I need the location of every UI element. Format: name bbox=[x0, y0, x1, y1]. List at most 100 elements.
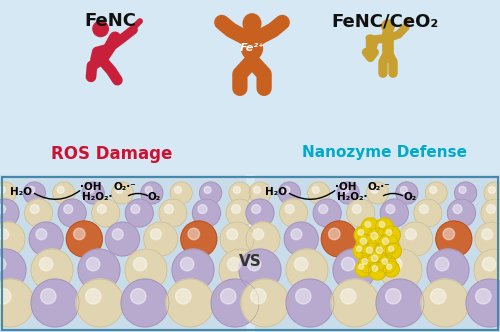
Circle shape bbox=[31, 279, 79, 327]
Circle shape bbox=[308, 182, 330, 204]
Circle shape bbox=[476, 289, 491, 304]
Circle shape bbox=[40, 257, 53, 271]
Circle shape bbox=[112, 229, 123, 240]
Polygon shape bbox=[366, 38, 374, 52]
Circle shape bbox=[360, 238, 366, 244]
Ellipse shape bbox=[243, 14, 261, 33]
Circle shape bbox=[286, 249, 328, 291]
Circle shape bbox=[86, 289, 101, 304]
Circle shape bbox=[294, 257, 308, 271]
Circle shape bbox=[159, 199, 187, 227]
Circle shape bbox=[379, 221, 384, 227]
Circle shape bbox=[371, 186, 378, 194]
Circle shape bbox=[172, 249, 214, 291]
Circle shape bbox=[125, 249, 167, 291]
Circle shape bbox=[362, 218, 380, 236]
Circle shape bbox=[150, 229, 162, 240]
Circle shape bbox=[356, 234, 376, 254]
Circle shape bbox=[229, 182, 251, 204]
Circle shape bbox=[126, 199, 154, 227]
Circle shape bbox=[174, 186, 182, 194]
Circle shape bbox=[166, 279, 214, 327]
Text: FeNC/CeO₂: FeNC/CeO₂ bbox=[332, 12, 438, 30]
Circle shape bbox=[382, 20, 394, 33]
Circle shape bbox=[358, 255, 376, 273]
Circle shape bbox=[376, 279, 424, 327]
Circle shape bbox=[24, 199, 52, 227]
Circle shape bbox=[388, 246, 394, 251]
Circle shape bbox=[0, 222, 25, 256]
Circle shape bbox=[414, 199, 442, 227]
Circle shape bbox=[466, 279, 500, 327]
Circle shape bbox=[354, 243, 370, 259]
Circle shape bbox=[252, 205, 260, 213]
Circle shape bbox=[36, 229, 47, 240]
Circle shape bbox=[372, 266, 378, 271]
Circle shape bbox=[228, 257, 241, 271]
Circle shape bbox=[24, 182, 46, 204]
Circle shape bbox=[454, 182, 476, 204]
Circle shape bbox=[362, 243, 382, 263]
Circle shape bbox=[370, 232, 378, 239]
Circle shape bbox=[280, 199, 307, 227]
Bar bbox=[0, 0, 500, 175]
Circle shape bbox=[181, 221, 217, 257]
Circle shape bbox=[356, 261, 372, 277]
Circle shape bbox=[436, 257, 449, 271]
Circle shape bbox=[459, 186, 466, 194]
Circle shape bbox=[170, 182, 192, 204]
Circle shape bbox=[380, 199, 408, 227]
Text: H₂O₂·: H₂O₂· bbox=[82, 192, 112, 202]
Circle shape bbox=[74, 228, 85, 240]
Text: Fe²⁺: Fe²⁺ bbox=[240, 43, 264, 53]
Circle shape bbox=[180, 257, 194, 271]
Circle shape bbox=[406, 229, 416, 240]
Circle shape bbox=[283, 186, 290, 194]
Circle shape bbox=[204, 186, 211, 194]
Text: H₂O₂·: H₂O₂· bbox=[337, 192, 368, 202]
Circle shape bbox=[382, 259, 388, 264]
FancyArrowPatch shape bbox=[384, 194, 402, 196]
Circle shape bbox=[328, 228, 340, 240]
Ellipse shape bbox=[366, 35, 374, 41]
Circle shape bbox=[0, 249, 26, 291]
Circle shape bbox=[362, 259, 368, 264]
Circle shape bbox=[331, 279, 379, 327]
Circle shape bbox=[246, 199, 274, 227]
Circle shape bbox=[291, 229, 302, 240]
Circle shape bbox=[57, 186, 64, 194]
Circle shape bbox=[376, 218, 394, 236]
Circle shape bbox=[358, 264, 364, 269]
Circle shape bbox=[378, 255, 396, 273]
Circle shape bbox=[365, 221, 370, 227]
Circle shape bbox=[82, 182, 104, 204]
Text: ROS Damage: ROS Damage bbox=[52, 145, 172, 163]
Circle shape bbox=[254, 186, 260, 194]
Circle shape bbox=[482, 229, 492, 240]
Circle shape bbox=[448, 199, 475, 227]
Circle shape bbox=[286, 279, 334, 327]
Circle shape bbox=[141, 182, 163, 204]
Circle shape bbox=[386, 230, 392, 235]
Circle shape bbox=[378, 234, 398, 254]
Circle shape bbox=[421, 279, 469, 327]
Circle shape bbox=[368, 251, 388, 271]
Circle shape bbox=[430, 289, 446, 304]
Circle shape bbox=[366, 228, 388, 250]
Circle shape bbox=[253, 229, 264, 240]
Text: O₂·⁻: O₂·⁻ bbox=[368, 182, 391, 192]
Circle shape bbox=[386, 289, 401, 304]
Circle shape bbox=[352, 205, 362, 213]
Text: H₂O: H₂O bbox=[10, 187, 32, 197]
Text: O₂: O₂ bbox=[403, 192, 416, 202]
Circle shape bbox=[28, 186, 35, 194]
Circle shape bbox=[53, 182, 75, 204]
Circle shape bbox=[354, 226, 372, 244]
Circle shape bbox=[146, 186, 152, 194]
Circle shape bbox=[31, 249, 73, 291]
FancyArrowPatch shape bbox=[34, 191, 80, 199]
Circle shape bbox=[112, 182, 134, 204]
Circle shape bbox=[0, 279, 34, 327]
Circle shape bbox=[443, 228, 454, 240]
Circle shape bbox=[0, 257, 6, 271]
